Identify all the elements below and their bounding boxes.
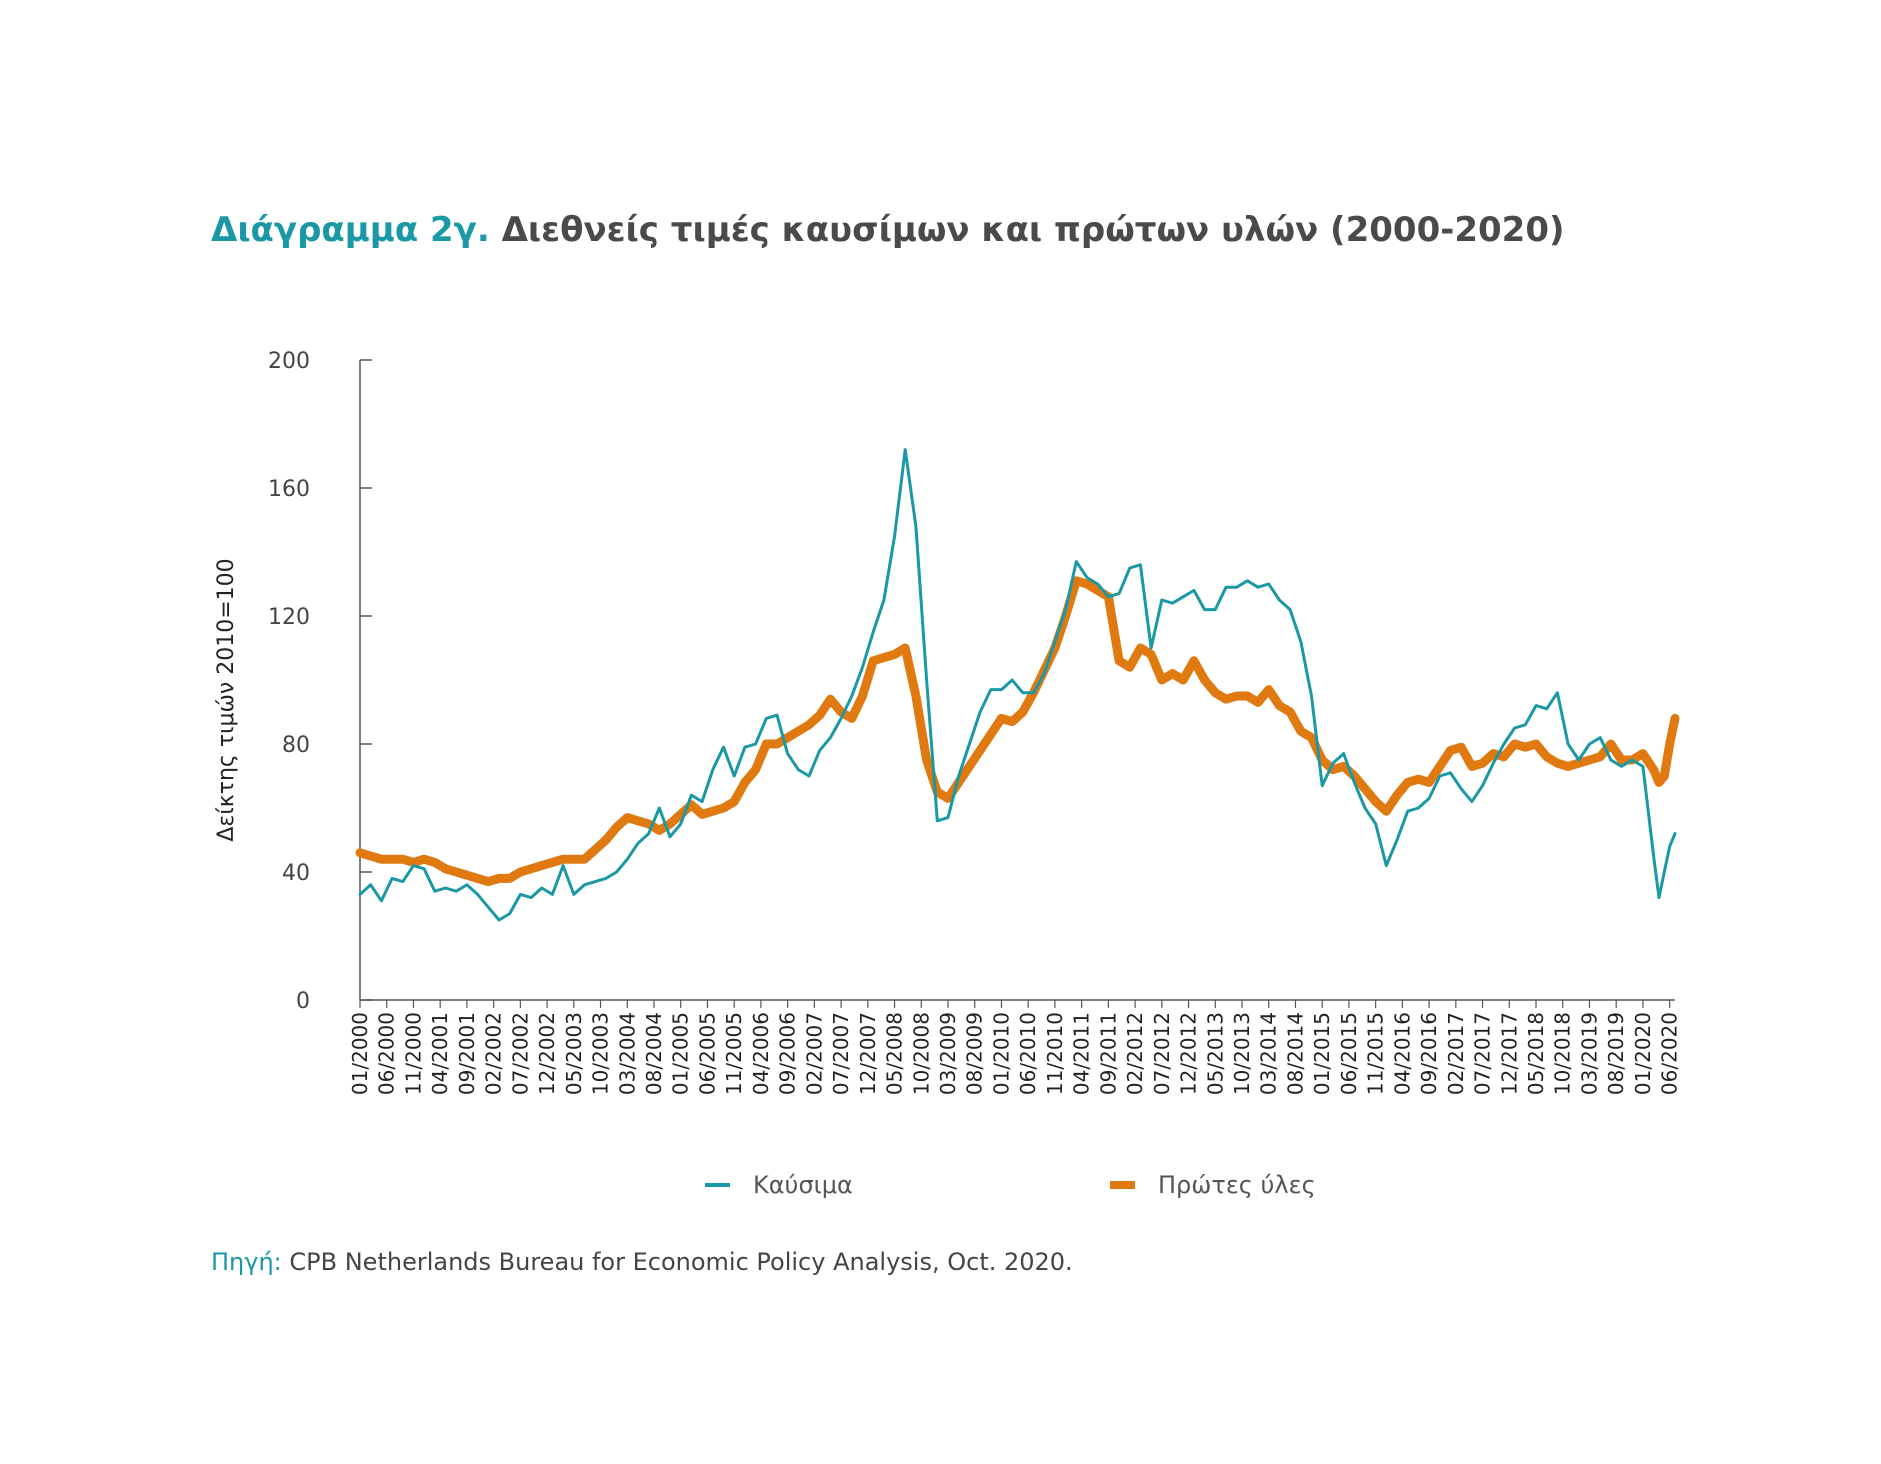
x-tick-label: 03/2009 [936, 1012, 960, 1095]
legend-label: Καύσιμα [753, 1171, 853, 1199]
series-layer [355, 448, 1680, 922]
x-tick-label: 09/2011 [1096, 1012, 1120, 1095]
x-tick-label: 06/2005 [696, 1012, 720, 1095]
x-tick-label: 06/2000 [375, 1012, 399, 1095]
x-tick-label: 11/2000 [402, 1012, 426, 1095]
x-tick-label: 06/2020 [1658, 1012, 1682, 1095]
x-tick-label: 10/2003 [589, 1012, 613, 1095]
legend: Καύσιμα Πρώτες ύλες [705, 1171, 1316, 1199]
x-tick-label: 04/2016 [1390, 1012, 1414, 1095]
x-tick-label: 11/2015 [1364, 1012, 1388, 1095]
x-tick-label: 01/2000 [348, 1012, 372, 1095]
x-tick-label: 10/2008 [909, 1012, 933, 1095]
x-tick-label: 09/2016 [1417, 1012, 1441, 1095]
x-tick-label: 06/2010 [1016, 1012, 1040, 1095]
legend-label: Πρώτες ύλες [1158, 1171, 1316, 1199]
x-tick-label: 02/2002 [482, 1012, 506, 1095]
x-tick-label: 12/2007 [856, 1012, 880, 1095]
x-tick-label: 02/2007 [802, 1012, 826, 1095]
x-tick-label: 04/2011 [1070, 1012, 1094, 1095]
x-tick-label: 08/2009 [963, 1012, 987, 1095]
series-line-fuels [358, 448, 1677, 922]
x-tick-label: 10/2013 [1230, 1012, 1254, 1095]
x-tick-label: 08/2014 [1284, 1012, 1308, 1095]
x-tick-label: 07/2012 [1150, 1012, 1174, 1095]
legend-item: Πρώτες ύλες [1110, 1171, 1316, 1199]
y-axis: 0 40 80 120 160 200 [268, 349, 372, 1014]
x-tick-label: 01/2020 [1631, 1012, 1655, 1095]
y-tick-label: 160 [268, 477, 310, 502]
x-tick-label: 09/2006 [776, 1012, 800, 1095]
chart-title-text: Διεθνείς τιμές καυσίμων και πρώτων υλών … [501, 210, 1565, 250]
x-tick-label: 05/2018 [1524, 1012, 1548, 1095]
x-tick-label: 07/2002 [508, 1012, 532, 1095]
x-tick-label: 01/2010 [990, 1012, 1014, 1095]
x-tick-label: 08/2004 [642, 1012, 666, 1095]
source-note: Πηγή: CPB Netherlands Bureau for Economi… [211, 1248, 1073, 1276]
x-axis: 01/2000 06/2000 11/2000 04/2001 09/2001 02/20… [348, 999, 1682, 1095]
x-tick-label: 03/2014 [1257, 1012, 1281, 1095]
x-tick-label: 04/2006 [749, 1012, 773, 1095]
y-tick-label: 0 [296, 989, 310, 1014]
x-tick-label: 09/2001 [455, 1012, 479, 1095]
y-tick-label: 80 [282, 733, 310, 758]
x-tick-label: 06/2015 [1337, 1012, 1361, 1095]
y-tick-label: 200 [268, 349, 310, 374]
x-tick-label: 02/2012 [1123, 1012, 1147, 1095]
x-tick-label: 01/2005 [669, 1012, 693, 1095]
source-text: CPB Netherlands Bureau for Economic Poli… [289, 1248, 1073, 1276]
x-tick-label: 02/2017 [1444, 1012, 1468, 1095]
x-tick-label: 05/2013 [1203, 1012, 1227, 1095]
x-tick-label: 08/2019 [1604, 1012, 1628, 1095]
x-tick-label: 05/2003 [562, 1012, 586, 1095]
x-tick-label: 10/2018 [1551, 1012, 1575, 1095]
series-line-raw-materials [355, 576, 1680, 887]
y-axis-title: Δείκτης τιμών 2010=100 [214, 558, 239, 841]
legend-item: Καύσιμα [705, 1171, 853, 1199]
x-tick-label: 11/2005 [722, 1012, 746, 1095]
chart-title: Διάγραμμα 2γ. Διεθνείς τιμές καυσίμων κα… [211, 210, 1565, 250]
x-tick-label: 11/2010 [1043, 1012, 1067, 1095]
y-tick-label: 120 [268, 605, 310, 630]
x-tick-label: 12/2002 [535, 1012, 559, 1095]
x-tick-label: 07/2007 [829, 1012, 853, 1095]
x-tick-label: 01/2015 [1310, 1012, 1334, 1095]
x-tick-label: 07/2017 [1471, 1012, 1495, 1095]
x-tick-label: 05/2008 [883, 1012, 907, 1095]
x-tick-label: 12/2017 [1497, 1012, 1521, 1095]
x-tick-label: 04/2001 [428, 1012, 452, 1095]
source-label: Πηγή: [211, 1248, 282, 1276]
x-tick-label: 03/2019 [1578, 1012, 1602, 1095]
x-tick-label: 12/2012 [1177, 1012, 1201, 1095]
y-tick-label: 40 [282, 861, 310, 886]
chart-title-prefix: Διάγραμμα 2γ. [211, 210, 490, 250]
x-tick-label: 03/2004 [615, 1012, 639, 1095]
